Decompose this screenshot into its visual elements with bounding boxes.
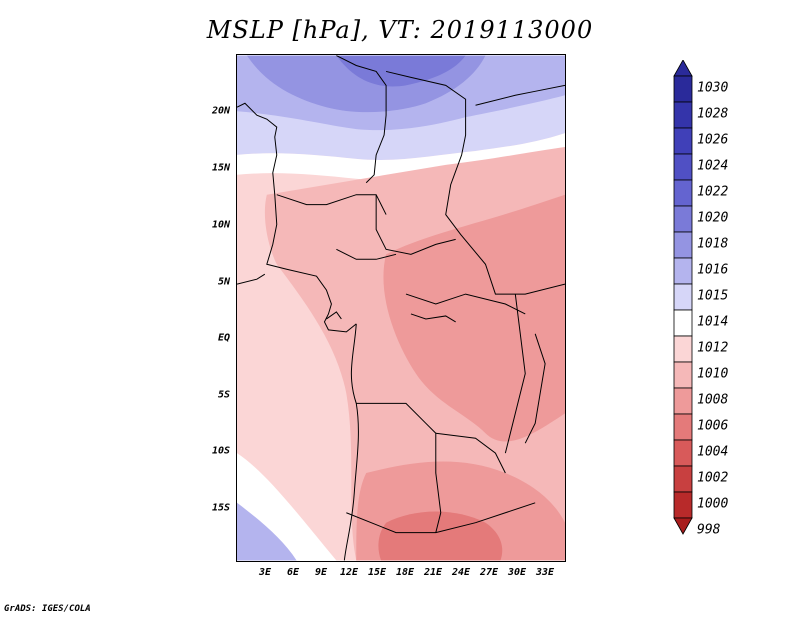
- colorbar-segment: [673, 179, 693, 207]
- colorbar-segment: [673, 387, 693, 415]
- lat-label: 20N: [211, 105, 230, 117]
- lon-label: 33E: [535, 567, 555, 578]
- lon-label: 3E: [258, 567, 272, 578]
- colorbar-segment: [673, 127, 693, 155]
- colorbar-segment: [673, 465, 693, 493]
- lon-label: 9E: [314, 567, 328, 578]
- lon-label: 27E: [479, 567, 499, 578]
- colorbar-label: 1000: [697, 496, 729, 512]
- lat-label: 5N: [217, 276, 230, 288]
- pressure-field-1020: [336, 55, 466, 87]
- colorbar-segment: [673, 257, 693, 285]
- colorbar-segment: [673, 101, 693, 129]
- lon-label: 30E: [507, 567, 527, 578]
- colorbar-segment: [673, 283, 693, 311]
- colorbar-segment: [673, 309, 693, 337]
- colorbar-label: 1002: [697, 470, 729, 486]
- lon-label: 6E: [286, 567, 300, 578]
- colorbar-label: 1030: [697, 80, 729, 96]
- lat-label: EQ: [217, 332, 230, 344]
- colorbar-segment: [673, 153, 693, 181]
- colorbar-label: 1014: [697, 314, 729, 330]
- colorbar-label: 1008: [697, 392, 729, 408]
- lon-label: 18E: [395, 567, 415, 578]
- colorbar-label: 1022: [697, 184, 729, 200]
- lat-label: 15S: [211, 502, 230, 514]
- pressure-field-1016-south: [237, 502, 297, 561]
- colorbar-label: 1020: [697, 210, 729, 226]
- colorbar-label: 1015: [697, 288, 729, 304]
- lon-label: 24E: [451, 567, 471, 578]
- map-title: MSLP [hPa], VT: 2019113000: [206, 16, 594, 44]
- colorbar-label: 998: [697, 522, 721, 538]
- lon-label: 15E: [367, 567, 387, 578]
- colorbar-segment: [673, 205, 693, 233]
- grads-credit: GrADS: IGES/COLA: [4, 604, 91, 614]
- colorbar-label: 1028: [697, 106, 729, 122]
- lat-label: 15N: [211, 162, 230, 174]
- colorbar-segment: [673, 231, 693, 259]
- lat-label: 10N: [211, 219, 230, 231]
- colorbar: [673, 60, 693, 535]
- colorbar-segment: [673, 491, 693, 519]
- colorbar-label: 1004: [697, 444, 729, 460]
- colorbar-label: 1010: [697, 366, 729, 382]
- lon-label: 12E: [339, 567, 359, 578]
- colorbar-arrow-bottom: [673, 517, 693, 535]
- colorbar-segment: [673, 75, 693, 103]
- colorbar-label: 1024: [697, 158, 729, 174]
- mslp-map: [236, 54, 566, 562]
- colorbar-segment: [673, 439, 693, 467]
- colorbar-segment: [673, 413, 693, 441]
- lat-label: 5S: [217, 389, 230, 401]
- colorbar-segment: [673, 335, 693, 363]
- pressure-field-1008-central: [383, 194, 565, 442]
- colorbar-label: 1012: [697, 340, 729, 356]
- colorbar-segment: [673, 361, 693, 389]
- lat-label: 10S: [211, 445, 230, 457]
- colorbar-label: 1018: [697, 236, 729, 252]
- coastlines-and-borders: [237, 55, 565, 561]
- colorbar-arrow-top: [673, 60, 693, 77]
- colorbar-label: 1026: [697, 132, 729, 148]
- colorbar-label: 1016: [697, 262, 729, 278]
- lon-label: 21E: [423, 567, 443, 578]
- colorbar-label: 1006: [697, 418, 729, 434]
